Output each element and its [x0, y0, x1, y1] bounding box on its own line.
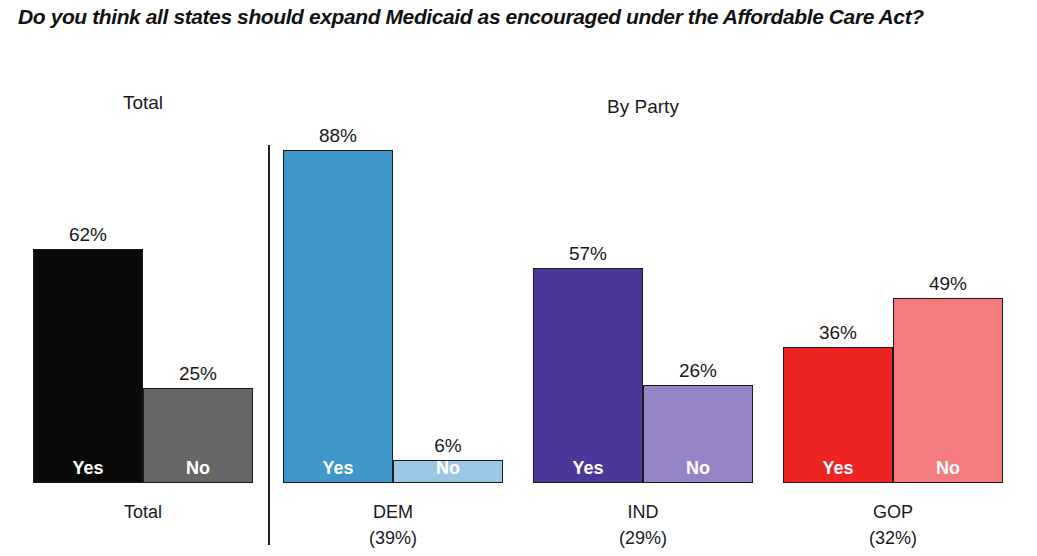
bar-category-label: Yes	[284, 458, 392, 478]
group-name: IND	[533, 499, 753, 525]
bar-ind-yes: Yes	[533, 268, 643, 483]
value-label-dem-no: 6%	[393, 435, 503, 457]
value-label-gop-yes: 36%	[783, 322, 893, 344]
bar-dem-yes: Yes	[283, 150, 393, 483]
bar-category-label: No	[144, 458, 252, 478]
bar-category-label: Yes	[34, 458, 142, 478]
bar-category-label: No	[394, 458, 502, 478]
group-share: (29%)	[533, 525, 753, 551]
value-label-dem-yes: 88%	[283, 125, 393, 147]
group-name: DEM	[283, 499, 503, 525]
value-label-total-yes: 62%	[33, 224, 143, 246]
value-label-ind-yes: 57%	[533, 243, 643, 265]
group-name: Total	[33, 499, 253, 525]
chart-plot-area: Yes62%No25%TotalYes88%No6%DEM(39%)Yes57%…	[0, 0, 1037, 556]
value-label-total-no: 25%	[143, 363, 253, 385]
group-label-total: Total	[33, 499, 253, 525]
value-label-gop-no: 49%	[893, 273, 1003, 295]
bar-total-yes: Yes	[33, 249, 143, 483]
bar-category-label: No	[644, 458, 752, 478]
group-share: (32%)	[783, 525, 1003, 551]
group-label-dem: DEM(39%)	[283, 499, 503, 551]
bar-dem-no: No	[393, 460, 503, 483]
group-label-gop: GOP(32%)	[783, 499, 1003, 551]
bar-gop-yes: Yes	[783, 347, 893, 483]
bar-total-no: No	[143, 388, 253, 483]
value-label-ind-no: 26%	[643, 360, 753, 382]
bar-gop-no: No	[893, 298, 1003, 483]
bar-category-label: No	[894, 458, 1002, 478]
bar-ind-no: No	[643, 385, 753, 483]
bar-category-label: Yes	[534, 458, 642, 478]
group-share: (39%)	[283, 525, 503, 551]
group-label-ind: IND(29%)	[533, 499, 753, 551]
bar-category-label: Yes	[784, 458, 892, 478]
group-name: GOP	[783, 499, 1003, 525]
survey-bar-chart: Do you think all states should expand Me…	[0, 0, 1037, 556]
